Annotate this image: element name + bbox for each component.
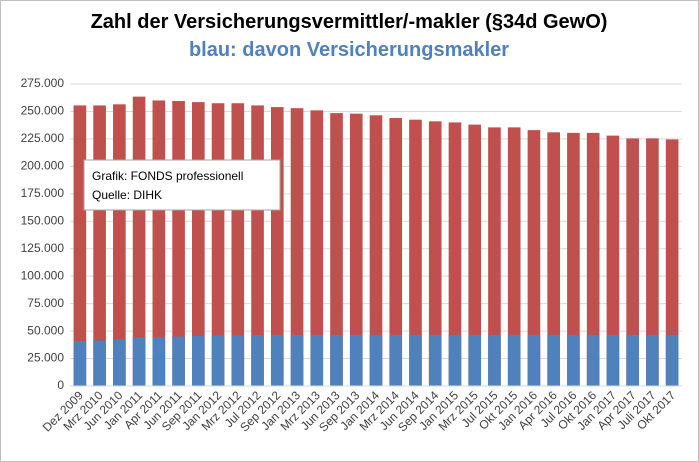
bar	[626, 138, 639, 386]
bar	[389, 334, 403, 386]
bar	[132, 337, 146, 386]
bar	[389, 118, 403, 386]
bar	[488, 334, 501, 386]
bar	[290, 108, 304, 386]
bar	[547, 132, 560, 386]
annotation-frame	[83, 159, 281, 211]
bar	[369, 334, 383, 386]
bar	[428, 121, 442, 386]
bar	[448, 122, 462, 386]
y-tick-label: 25.000	[27, 351, 64, 365]
bar	[192, 336, 205, 386]
bar	[606, 135, 620, 386]
bar	[369, 115, 383, 386]
y-tick-label: 100.000	[21, 268, 65, 282]
bar	[152, 337, 166, 386]
bar	[646, 334, 659, 386]
bar	[586, 334, 600, 386]
bar	[310, 110, 324, 387]
bar	[527, 334, 541, 386]
bar	[270, 334, 284, 386]
bar	[665, 334, 679, 386]
bar	[409, 119, 422, 386]
annotation: Quelle: DIHK	[92, 188, 162, 202]
bar	[468, 334, 482, 386]
bar	[310, 334, 324, 386]
bar	[448, 334, 462, 386]
bar	[211, 335, 225, 386]
y-tick-label: 125.000	[21, 241, 65, 255]
bar	[330, 334, 343, 386]
y-tick-label: 250.000	[21, 104, 65, 118]
bar	[349, 334, 363, 386]
annotation: Grafik: FONDS professionell	[92, 169, 243, 183]
bar	[231, 335, 245, 386]
bar	[507, 127, 521, 387]
bar	[606, 334, 620, 386]
annotation-box: Grafik: FONDS professionell Quelle: DIHK	[83, 159, 281, 211]
bar	[507, 334, 521, 386]
y-tick-label: 0	[57, 378, 64, 392]
y-tick-label: 275.000	[21, 76, 65, 90]
y-tick-label: 200.000	[21, 159, 65, 173]
bar	[409, 334, 422, 386]
bar	[73, 105, 87, 386]
y-tick-label: 50.000	[27, 323, 64, 337]
bar	[488, 127, 501, 387]
bar	[626, 334, 639, 386]
chart-title: Zahl der Versicherungsvermittler/-makler…	[91, 11, 608, 33]
bar	[93, 340, 106, 386]
bar	[527, 130, 541, 386]
bar	[567, 132, 580, 386]
bar	[113, 339, 126, 386]
bar	[251, 334, 264, 386]
bar	[468, 124, 482, 387]
y-tick-label: 75.000	[27, 296, 64, 310]
y-tick-label: 175.000	[21, 186, 65, 200]
bar	[428, 334, 442, 386]
bar	[330, 113, 343, 387]
bar	[646, 138, 659, 386]
bar	[665, 139, 679, 386]
bar	[547, 334, 560, 386]
chart-subtitle: blau: davon Versicherungsmakler	[189, 39, 509, 61]
bar	[349, 113, 363, 386]
bar	[290, 334, 304, 386]
bar	[172, 336, 185, 386]
bar	[567, 334, 580, 386]
bar	[586, 132, 600, 386]
bar	[73, 340, 87, 386]
y-tick-label: 150.000	[21, 213, 65, 227]
y-tick-label: 225.000	[21, 131, 65, 145]
